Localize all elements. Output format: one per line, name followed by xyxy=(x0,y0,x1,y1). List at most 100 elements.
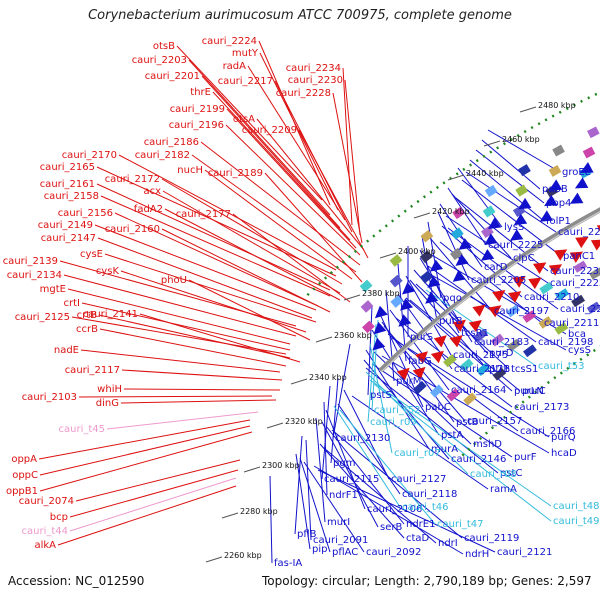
reverse-arrow xyxy=(452,269,466,282)
gene-label-reverse: cauri_2130 xyxy=(335,433,390,444)
tick-label: 2300 kbp xyxy=(262,461,300,470)
forward-arrow xyxy=(412,366,426,380)
gene-label-reverse: groEL xyxy=(562,167,591,178)
callout-line xyxy=(321,385,331,480)
tick-label: 2480 kbp xyxy=(538,101,576,110)
gene-label-reverse: cauri_2183 xyxy=(474,337,529,348)
gene-label-reverse: cauri_2164 xyxy=(451,385,506,396)
gene-label-reverse: carD xyxy=(484,262,508,273)
gene-label-reverse: pip xyxy=(312,544,327,555)
gene-label-forward: acx xyxy=(143,186,161,197)
feature-block xyxy=(443,354,457,368)
gene-label-forward: radA xyxy=(223,61,247,72)
reverse-arrow xyxy=(513,213,528,226)
gene-label-reverse: cauri_2106 xyxy=(367,504,422,515)
callout-line xyxy=(264,172,363,283)
feature-block xyxy=(482,205,496,218)
tick-line xyxy=(447,174,465,181)
gene-label-reverse: bca xyxy=(568,329,586,340)
feature-block xyxy=(361,320,375,334)
callout-line xyxy=(325,425,405,525)
reverse-arrow xyxy=(400,298,414,311)
gene-label-reverse: purB xyxy=(439,316,463,327)
callout-line xyxy=(123,388,281,391)
gene-label-forward: oppC xyxy=(12,470,38,481)
forward-arrow xyxy=(548,264,563,276)
backbone-highlight xyxy=(380,211,600,373)
reverse-arrow xyxy=(518,197,532,210)
callout-line xyxy=(387,333,519,432)
gene-label-reverse: pflB xyxy=(297,529,317,540)
reverse-arrow xyxy=(374,305,388,319)
callout-line xyxy=(161,228,331,313)
callout-line xyxy=(247,65,346,221)
gene-label-forward: cauri_2149 xyxy=(38,220,93,231)
callout-line xyxy=(201,75,341,229)
callout-line xyxy=(96,183,331,291)
tick-line xyxy=(290,378,308,385)
reverse-arrow xyxy=(372,337,386,351)
feature-block xyxy=(571,294,586,308)
gene-label-reverse: purC xyxy=(522,386,546,397)
gene-label-forward: cauri_2196 xyxy=(169,120,224,131)
gene-label-reverse: purQ xyxy=(551,432,576,443)
gene-label-reverse: pabC xyxy=(425,402,451,413)
gene-label-reverse: cauri_2198 xyxy=(538,337,593,348)
gene-label-reverse: ramA xyxy=(490,484,517,495)
callout-line xyxy=(365,367,499,474)
callout-line xyxy=(161,178,343,285)
feature-block xyxy=(419,250,433,263)
gene-label-reverse: pstC xyxy=(500,468,522,479)
feature-block xyxy=(463,392,477,406)
gene-label-reverse: purLN xyxy=(514,386,544,397)
callout-line xyxy=(381,355,550,454)
callout-line xyxy=(259,52,339,211)
callout-line xyxy=(371,363,513,458)
feature-block xyxy=(490,333,505,347)
gene-label-forward: cauri_2172 xyxy=(105,174,160,185)
reverse-arrow xyxy=(398,314,412,327)
gene-label-forward: cauri_2199 xyxy=(170,104,225,115)
callout-line xyxy=(475,149,545,204)
gene-label-reverse: cauri_2173 xyxy=(514,402,569,413)
gene-label-forward: cauri_2141 xyxy=(83,309,138,320)
callout-line xyxy=(57,485,237,546)
callout-line xyxy=(256,118,365,251)
gene-label-forward: cauri_2117 xyxy=(65,365,120,376)
gene-label-reverse: cauri_2171 xyxy=(454,364,509,375)
gene-label-reverse: lysS xyxy=(504,222,524,233)
callout-line xyxy=(162,190,341,294)
gene-label-reverse: pstB xyxy=(456,417,478,428)
reverse-arrow xyxy=(484,233,498,245)
callout-line xyxy=(332,92,363,244)
callout-line xyxy=(104,253,317,323)
tick-label: 2440 kbp xyxy=(466,169,504,178)
tick-marks: 2260 kbp 2280 kbp 2300 kbp 2320 kbp 2340 kbp… xyxy=(205,101,576,563)
feature-block xyxy=(555,288,570,301)
callout-line xyxy=(343,389,390,480)
callout-line xyxy=(39,431,253,492)
gene-label-reverse: cauri_2210 xyxy=(524,292,579,303)
gene-label-reverse: cauri_2222 xyxy=(550,278,600,289)
gene-label-reverse: ndrF1 xyxy=(329,490,358,501)
tick-line xyxy=(266,422,284,429)
callout-line xyxy=(339,409,436,525)
reverse-arrow xyxy=(425,291,439,304)
callout-line xyxy=(67,288,291,345)
feature-block xyxy=(429,384,444,398)
gene-label-reverse: serB xyxy=(380,522,402,533)
feature-block xyxy=(538,316,553,329)
gene-label-forward: cauri_2103 xyxy=(22,392,77,403)
callout-line xyxy=(469,159,545,222)
gene-label-forward: otsA xyxy=(233,114,255,125)
feature-block xyxy=(539,281,554,295)
reverse-arrow xyxy=(539,210,554,222)
callout-line xyxy=(425,289,537,367)
tick-line xyxy=(519,106,537,113)
gene-label-reverse: cauri_2166 xyxy=(520,426,575,437)
gene-label-trna-forward: cauri_t44 xyxy=(22,526,69,537)
gene-label-forward: phoU xyxy=(161,275,187,286)
gene-label-forward: cauri_2182 xyxy=(135,150,190,161)
feature-block xyxy=(573,260,588,273)
callout-line xyxy=(457,167,503,228)
